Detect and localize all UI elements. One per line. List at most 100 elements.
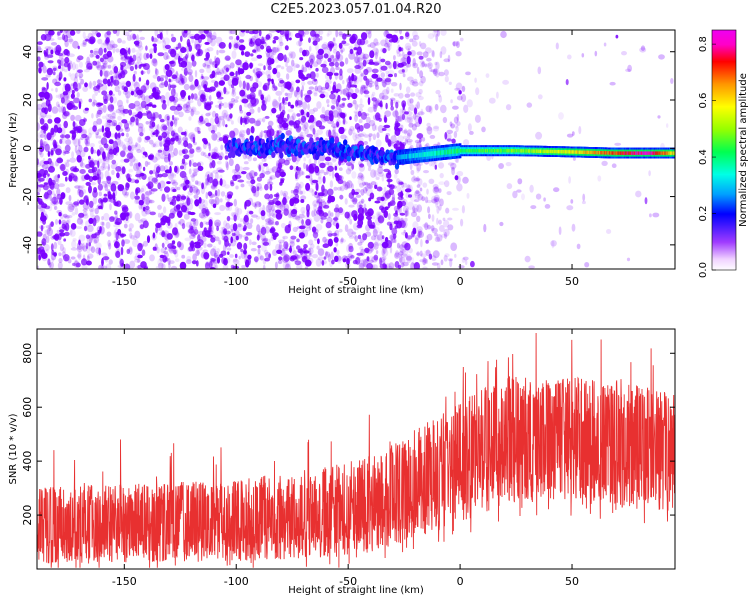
noise-speck	[156, 33, 162, 39]
noise-speck	[261, 36, 265, 45]
noise-speck	[103, 132, 110, 138]
noise-speck	[317, 256, 324, 261]
noise-speck	[102, 197, 108, 203]
noise-speck	[95, 112, 99, 119]
noise-speck	[335, 255, 342, 262]
noise-speck	[161, 131, 168, 139]
noise-speck	[144, 136, 151, 141]
noise-speck	[124, 122, 129, 130]
noise-speck	[159, 165, 166, 172]
noise-speck	[65, 176, 68, 182]
noise-speck	[264, 218, 272, 223]
noise-speck	[268, 52, 273, 59]
noise-speck	[231, 168, 237, 174]
noise-speck	[615, 34, 619, 39]
noise-speck	[64, 134, 71, 139]
noise-speck	[365, 187, 373, 197]
noise-speck	[236, 208, 243, 215]
noise-speck	[89, 80, 92, 89]
noise-speck	[143, 266, 148, 269]
noise-speck	[128, 103, 136, 110]
noise-speck	[39, 138, 43, 148]
noise-speck	[129, 191, 135, 200]
noise-speck	[121, 262, 124, 267]
noise-speck	[226, 161, 229, 171]
noise-speck	[393, 212, 399, 217]
noise-speck	[68, 101, 74, 110]
noise-speck	[147, 161, 151, 165]
noise-speck	[109, 216, 115, 222]
noise-speck	[282, 197, 287, 206]
noise-speck	[158, 114, 162, 120]
noise-speck	[171, 33, 174, 37]
noise-speck	[40, 110, 47, 118]
noise-speck	[358, 119, 363, 124]
noise-speck	[96, 65, 104, 71]
noise-speck	[357, 175, 364, 180]
noise-speck	[330, 66, 335, 75]
noise-speck	[272, 249, 278, 256]
noise-speck	[161, 36, 165, 43]
noise-speck	[90, 159, 95, 165]
noise-speck	[173, 205, 180, 212]
noise-speck	[324, 156, 332, 162]
noise-speck	[97, 102, 104, 106]
noise-speck	[576, 243, 581, 250]
noise-speck	[40, 143, 45, 152]
noise-speck	[377, 125, 384, 133]
ridge-cell	[271, 151, 276, 158]
noise-speck	[146, 53, 150, 59]
noise-speck	[168, 78, 171, 83]
noise-speck	[474, 114, 481, 123]
noise-speck	[419, 250, 423, 257]
noise-speck	[294, 193, 299, 200]
noise-speck	[402, 73, 406, 78]
noise-speck	[359, 163, 365, 168]
noise-speck	[228, 36, 234, 40]
noise-speck	[372, 133, 377, 141]
noise-speck	[279, 249, 286, 256]
noise-speck	[337, 208, 345, 215]
noise-speck	[169, 105, 177, 111]
noise-speck	[347, 163, 354, 172]
noise-speck	[319, 162, 326, 169]
noise-speck	[606, 229, 612, 234]
noise-speck	[108, 242, 112, 250]
noise-speck	[126, 62, 131, 70]
noise-speck	[110, 81, 113, 87]
noise-speck	[327, 210, 331, 218]
noise-speck	[82, 86, 89, 92]
noise-speck	[256, 54, 263, 59]
noise-speck	[196, 199, 201, 203]
noise-speck	[166, 121, 170, 126]
noise-speck	[115, 71, 122, 77]
noise-speck	[456, 183, 463, 192]
noise-speck	[123, 146, 129, 153]
noise-speck	[184, 237, 192, 242]
noise-speck	[354, 133, 362, 139]
noise-speck	[205, 171, 212, 179]
noise-speck	[371, 221, 376, 229]
noise-speck	[380, 72, 386, 78]
noise-speck	[91, 32, 96, 37]
noise-speck	[239, 89, 246, 97]
noise-speck	[193, 33, 201, 41]
noise-speck	[78, 239, 81, 246]
noise-speck	[427, 62, 433, 69]
noise-speck	[48, 38, 55, 42]
noise-speck	[259, 172, 265, 179]
noise-speck	[594, 50, 598, 57]
noise-speck	[307, 103, 310, 111]
noise-speck	[92, 175, 98, 181]
noise-speck	[320, 199, 325, 204]
noise-speck	[65, 187, 71, 194]
noise-speck	[405, 62, 412, 68]
noise-speck	[37, 41, 43, 45]
noise-speck	[185, 61, 193, 70]
noise-speck	[254, 203, 257, 209]
noise-speck	[367, 44, 372, 48]
noise-speck	[294, 90, 301, 99]
noise-speck	[397, 264, 402, 269]
noise-speck	[279, 102, 282, 112]
noise-speck	[278, 113, 282, 118]
